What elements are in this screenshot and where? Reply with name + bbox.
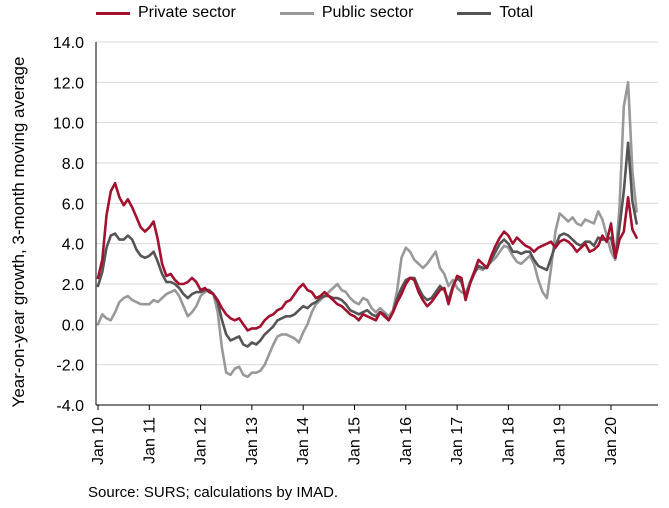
axes [95,42,658,410]
x-tick-labels: Jan 10 Jan 11 Jan 12 Jan 13 Jan 14 Jan 15 Jan … [90,417,620,465]
legend-item-public-sector: Public sector [279,4,414,22]
x-tick-label: Jan 10 [90,417,107,465]
y-tick-label: 6.0 [62,196,84,213]
y-tick-label: 0.0 [62,317,84,334]
x-tick-label: Jan 16 [398,417,415,465]
legend-swatch-private-sector [96,11,130,15]
legend-item-private-sector: Private sector [96,4,236,22]
legend-swatch-total [457,11,492,15]
x-tick-label: Jan 11 [141,417,158,464]
legend-item-total: Total [457,4,533,22]
x-tick-label: Jan 17 [449,417,466,465]
x-tick-label: Jan 13 [244,417,261,465]
series-line-public-sector [96,81,638,379]
y-tick-label: 4.0 [62,237,84,254]
y-tick-label: -2.0 [56,358,84,375]
y-axis-label: Year-on-year growth, 3-month moving aver… [9,56,28,408]
y-tick-label: 8.0 [62,156,84,173]
x-tick-label: Jan 12 [193,417,210,465]
y-tick-label: 14.0 [53,35,84,52]
y-tick-label: 12.0 [53,75,84,92]
legend-swatch-public-sector [279,11,314,15]
series-lines [96,81,638,379]
x-tick-label: Jan 20 [603,417,620,465]
series-line-total [96,141,638,348]
x-tick-label: Jan 14 [295,417,312,465]
legend: Private sector Public sector Total [96,4,533,22]
legend-label-public-sector: Public sector [321,4,414,21]
source-note: Source: SURS; calculations by IMAD. [88,484,339,501]
x-tick-label: Jan 19 [552,417,569,465]
legend-label-total: Total [499,4,534,21]
legend-label-private-sector: Private sector [138,4,236,21]
y-tick-label: -4.0 [56,398,84,415]
grid-lines [96,41,658,406]
y-tick-label: 2.0 [62,277,84,294]
y-tick-labels: 14.0 12.0 10.0 8.0 6.0 4.0 2.0 0.0 -2.0 -4.0 [53,35,84,415]
x-tick-label: Jan 15 [347,417,364,465]
x-tick-label: Jan 18 [500,417,517,465]
series-line-private-sector [96,181,638,332]
y-tick-label: 10.0 [53,116,84,133]
